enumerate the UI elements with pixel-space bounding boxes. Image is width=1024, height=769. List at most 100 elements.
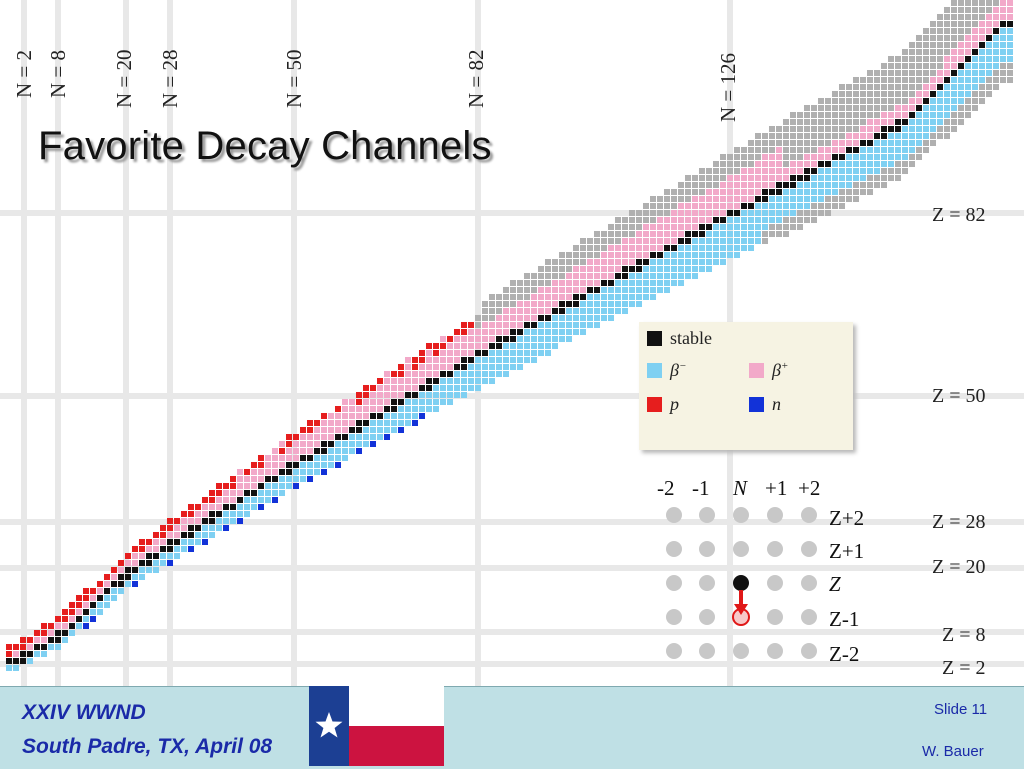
- nuclide-cell: [286, 455, 292, 461]
- nuclide-cell: [860, 84, 866, 90]
- inset-parent-nucleus: [733, 575, 749, 591]
- nuclide-cell: [762, 210, 768, 216]
- nuclide-cell: [741, 224, 747, 230]
- nuclide-cell: [923, 70, 929, 76]
- nuclide-cell: [97, 588, 103, 594]
- nuclide-cell: [874, 70, 880, 76]
- nuclide-cell: [398, 420, 404, 426]
- nuclide-cell: [930, 28, 936, 34]
- nuclide-cell: [279, 476, 285, 482]
- nuclide-cell: [167, 525, 173, 531]
- nuclide-cell: [293, 455, 299, 461]
- nuclide-cell: [636, 259, 642, 265]
- nuclide-cell: [895, 154, 901, 160]
- nuclide-cell: [251, 483, 257, 489]
- nuclide-cell: [825, 126, 831, 132]
- nuclide-cell: [734, 245, 740, 251]
- nuclide-cell: [944, 49, 950, 55]
- nuclide-cell: [776, 175, 782, 181]
- nuclide-cell: [853, 98, 859, 104]
- nuclide-cell: [545, 280, 551, 286]
- nuclide-cell: [412, 420, 418, 426]
- label-z-8: Z = 8: [942, 624, 986, 646]
- nuclide-cell: [797, 175, 803, 181]
- nuclide-cell: [573, 287, 579, 293]
- nuclide-cell: [664, 252, 670, 258]
- nuclide-cell: [965, 112, 971, 118]
- nuclide-cell: [286, 434, 292, 440]
- nuclide-cell: [503, 329, 509, 335]
- nuclide-cell: [447, 336, 453, 342]
- nuclide-cell: [839, 175, 845, 181]
- nuclide-cell: [811, 217, 817, 223]
- nuclide-cell: [664, 245, 670, 251]
- nuclide-cell: [811, 189, 817, 195]
- nuclide-cell: [517, 350, 523, 356]
- nuclide-cell: [909, 133, 915, 139]
- nuclide-cell: [923, 98, 929, 104]
- nuclide-cell: [657, 210, 663, 216]
- nuclide-cell: [454, 343, 460, 349]
- nuclide-cell: [986, 56, 992, 62]
- nuclide-cell: [769, 182, 775, 188]
- nuclide-cell: [881, 182, 887, 188]
- nuclide-cell: [783, 217, 789, 223]
- nuclide-cell: [636, 294, 642, 300]
- nuclide-cell: [811, 112, 817, 118]
- nuclide-cell: [174, 518, 180, 524]
- nuclide-cell: [496, 308, 502, 314]
- nuclide-cell: [993, 21, 999, 27]
- nuclide-cell: [818, 133, 824, 139]
- nuclide-cell: [559, 287, 565, 293]
- nuclide-cell: [853, 105, 859, 111]
- nuclide-cell: [958, 105, 964, 111]
- nuclide-cell: [608, 238, 614, 244]
- nuclide-cell: [461, 336, 467, 342]
- nuclide-cell: [468, 378, 474, 384]
- nuclide-cell: [986, 0, 992, 6]
- nuclide-cell: [811, 168, 817, 174]
- nuclide-cell: [797, 224, 803, 230]
- nuclide-cell: [419, 364, 425, 370]
- nuclide-cell: [951, 63, 957, 69]
- nuclide-cell: [832, 196, 838, 202]
- nuclide-cell: [601, 238, 607, 244]
- nuclide-cell: [811, 154, 817, 160]
- nuclide-cell: [1000, 63, 1006, 69]
- nuclide-cell: [419, 371, 425, 377]
- nuclide-cell: [769, 231, 775, 237]
- nuclide-cell: [993, 56, 999, 62]
- nuclide-cell: [629, 245, 635, 251]
- nuclide-cell: [1000, 77, 1006, 83]
- nuclide-cell: [832, 147, 838, 153]
- nuclide-cell: [783, 119, 789, 125]
- nuclide-cell: [118, 567, 124, 573]
- nuclide-cell: [566, 336, 572, 342]
- nuclide-cell: [636, 238, 642, 244]
- nuclide-cell: [636, 245, 642, 251]
- nuclide-cell: [958, 14, 964, 20]
- nuclide-cell: [608, 308, 614, 314]
- nuclide-cell: [713, 161, 719, 167]
- nuclide-cell: [489, 378, 495, 384]
- nuclide-cell: [839, 154, 845, 160]
- nuclide-cell: [314, 469, 320, 475]
- nuclide-cell: [125, 567, 131, 573]
- nuclide-cell: [615, 308, 621, 314]
- nuclide-cell: [615, 252, 621, 258]
- nuclide-cell: [419, 399, 425, 405]
- nuclide-cell: [566, 266, 572, 272]
- nuclide-cell: [874, 168, 880, 174]
- nuclide-cell: [965, 105, 971, 111]
- nuclide-cell: [363, 420, 369, 426]
- nuclide-cell: [902, 112, 908, 118]
- nuclide-cell: [986, 7, 992, 13]
- nuclide-cell: [412, 371, 418, 377]
- nuclide-cell: [923, 84, 929, 90]
- nuclide-cell: [69, 630, 75, 636]
- legend-item-neutron: n: [749, 394, 781, 415]
- nuclide-cell: [265, 455, 271, 461]
- nuclide-cell: [720, 259, 726, 265]
- nuclide-cell: [951, 14, 957, 20]
- nuclide-cell: [818, 126, 824, 132]
